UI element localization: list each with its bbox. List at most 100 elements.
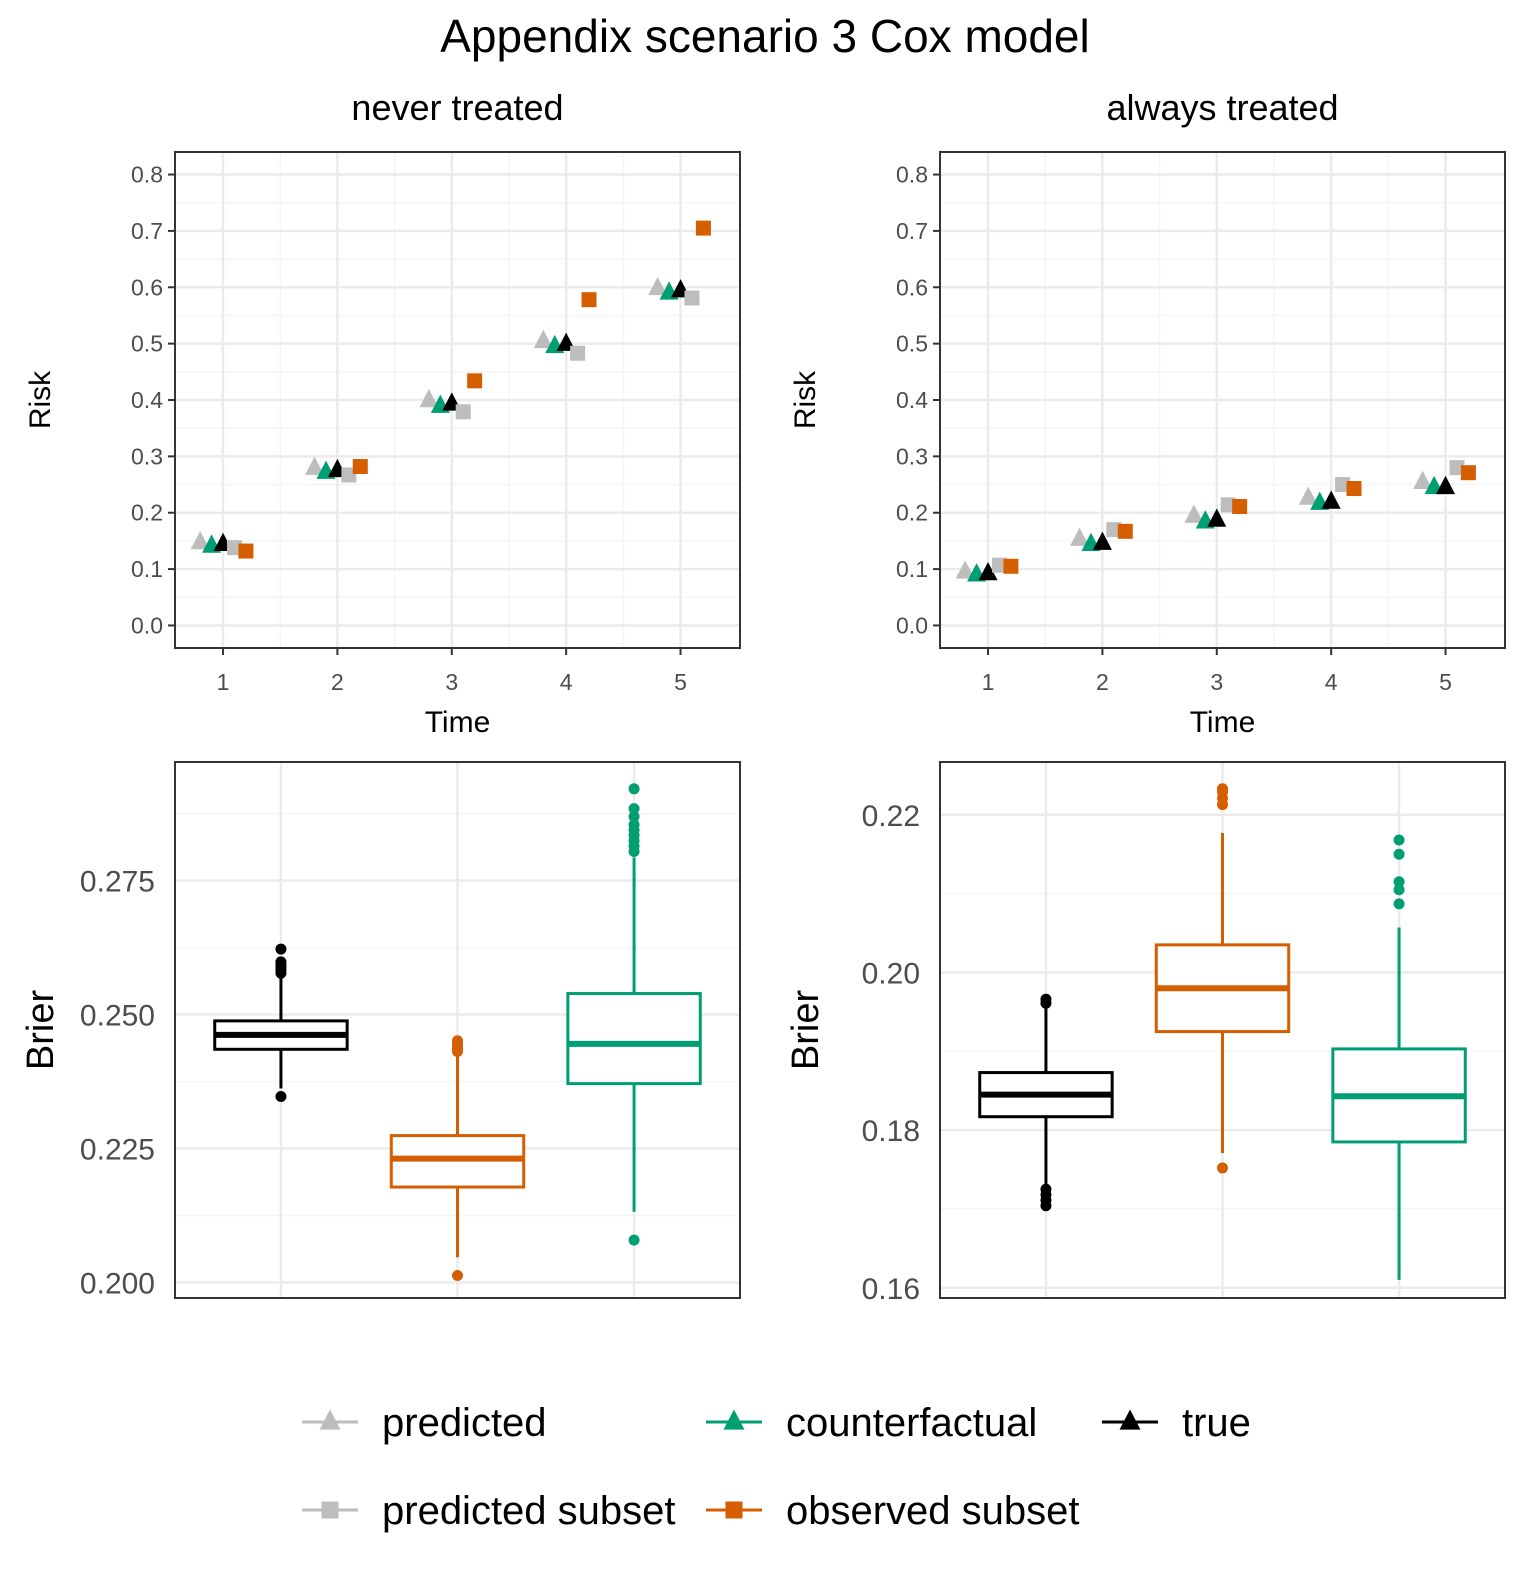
x-tick-label: 3 [445,669,458,695]
box-observed-subset-outlier [452,1035,463,1047]
box-counterfactual-outlier [628,811,640,823]
point-true [1321,490,1341,509]
brier-panel-always-treated: 0.16 0.18 0.20 0.22 Brier [785,761,1506,1306]
point-observed-subset [1232,499,1248,515]
x-axis-label: Time [425,706,491,739]
box-true-outlier [275,956,287,968]
y-tick-label: 0.0 [896,612,928,638]
point-true [1436,475,1456,495]
brier-panel-never-treated: 0.200 0.225 0.250 0.275 Brier [20,761,741,1300]
legend: predicted counterfactual true predicted sub… [302,1401,1251,1533]
legend-square-symbol [321,1501,339,1519]
y-tick-label: 0.22 [862,800,920,833]
x-tick-label: 1 [217,669,230,695]
point-predicted-subset [341,467,357,483]
point-predicted-subset [455,404,471,420]
point-predicted [190,531,210,550]
panel-border [939,151,1506,649]
box-counterfactual-outlier [628,783,640,795]
point-true [1092,531,1112,550]
point-observed-subset [467,373,483,389]
y-tick-label: 0.275 [80,865,155,898]
point-observed-subset [1117,523,1133,539]
y-tick-label: 0.7 [896,218,928,244]
y-tick-label: 0.20 [862,957,920,990]
box-counterfactual-iqr [566,992,702,1086]
y-tick-label: 0.6 [896,274,928,300]
x-tick-label: 2 [331,669,344,695]
point-observed-subset [581,292,597,308]
box-counterfactual-outlier [1393,876,1405,888]
legend-item-observed-subset: observed subset [706,1489,1080,1533]
y-tick-label: 0.1 [131,556,163,582]
box-counterfactual-outlier [1393,884,1405,896]
x-tick-label: 5 [674,669,687,695]
panel-border [174,761,741,1299]
legend-label: true [1182,1401,1251,1445]
box-true-outlier [275,1090,287,1102]
y-tick-label: 0.1 [896,556,928,582]
y-axis-label: Brier [20,990,62,1071]
y-tick-label: 0.7 [131,218,163,244]
box-counterfactual-outlier [1393,898,1405,910]
box-counterfactual-outlier [1393,848,1405,860]
point-predicted [955,560,975,579]
box-observed-subset-outlier [1217,1162,1228,1174]
point-predicted [1298,486,1318,505]
box-counterfactual-outlier [1393,834,1405,846]
point-predicted [305,456,325,475]
panel-title: always treated [1106,87,1338,128]
point-observed-subset [352,459,368,475]
point-predicted-subset [1106,522,1122,538]
legend-label: predicted [382,1401,547,1445]
y-tick-label: 0.16 [862,1273,920,1306]
x-tick-label: 2 [1096,669,1109,695]
y-tick-label: 0.2 [896,500,928,526]
y-axis-label: Brier [785,990,827,1071]
point-predicted-subset [1220,497,1236,513]
y-tick-label: 0.250 [80,999,155,1032]
point-true [978,562,998,581]
point-predicted [1184,504,1204,523]
y-tick-label: 0.3 [896,443,928,469]
y-axis-label: Risk [24,370,57,429]
point-predicted-subset [1335,477,1351,493]
risk-panel-always-treated: always treated 0.0 0.1 0.2 0.3 0.4 0.5 0.6 0.7 0.… [789,87,1506,739]
risk-panel-never-treated: never treated 0.0 0.1 0.2 0.3 0.4 0.5 0.6 0.7 0.8… [24,87,741,739]
point-predicted-subset [1449,460,1465,476]
legend-triangle-symbol [319,1409,341,1430]
box-true-outlier [1040,1183,1052,1195]
x-tick-label: 3 [1210,669,1223,695]
x-tick-label: 1 [982,669,995,695]
legend-item-predicted: predicted [302,1401,547,1445]
figure-title: Appendix scenario 3 Cox model [440,10,1089,62]
legend-label: predicted subset [382,1489,676,1533]
point-observed-subset [1003,558,1019,574]
legend-label: observed subset [786,1489,1080,1533]
y-axis-label: Risk [789,370,822,429]
x-tick-label: 4 [560,669,573,695]
point-predicted-subset [991,557,1007,573]
legend-triangle-symbol [1119,1409,1141,1430]
point-observed-subset [1460,465,1476,481]
panel-border [174,151,741,649]
y-tick-label: 0.4 [896,387,928,413]
y-tick-label: 0.200 [80,1267,155,1300]
y-tick-label: 0.225 [80,1133,155,1166]
y-tick-label: 0.18 [862,1115,920,1148]
point-predicted-subset [684,290,700,306]
box-counterfactual-outlier [628,803,640,815]
y-tick-label: 0.8 [131,162,163,188]
point-predicted-subset [226,540,242,556]
y-tick-label: 0.5 [131,331,163,357]
y-tick-label: 0.3 [131,443,163,469]
point-true [1207,508,1227,527]
legend-label: counterfactual [786,1401,1037,1445]
box-observed-subset-outlier [1217,783,1228,795]
x-axis-label: Time [1190,706,1256,739]
point-observed-subset [695,220,711,236]
legend-triangle-symbol [723,1409,745,1430]
point-predicted [419,388,439,408]
y-tick-label: 0.0 [131,612,163,638]
x-tick-label: 5 [1439,669,1452,695]
